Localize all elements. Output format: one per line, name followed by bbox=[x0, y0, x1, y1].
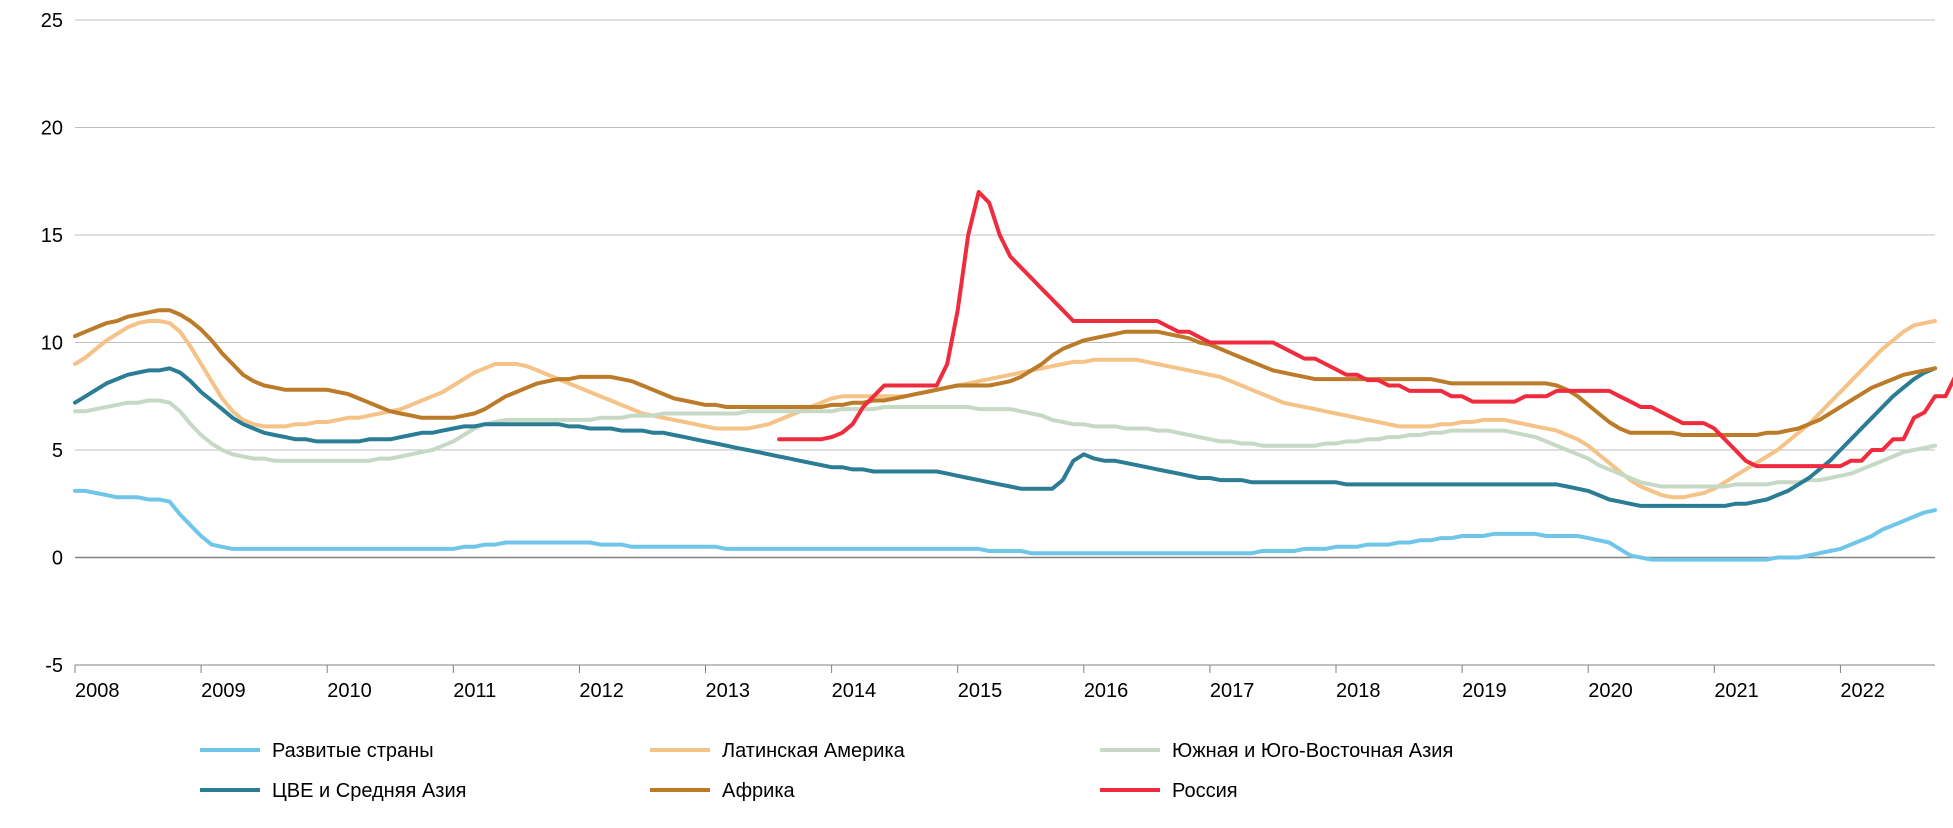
x-tick-label: 2014 bbox=[832, 680, 877, 702]
y-tick-label: 0 bbox=[52, 548, 63, 570]
x-tick-label: 2009 bbox=[201, 680, 246, 702]
y-tick-label: 10 bbox=[41, 333, 63, 355]
x-tick-label: 2015 bbox=[958, 680, 1003, 702]
legend-label: Россия bbox=[1172, 780, 1238, 802]
series-line bbox=[779, 128, 1953, 467]
x-tick-label: 2011 bbox=[453, 680, 496, 702]
series-line bbox=[75, 491, 1935, 560]
y-tick-label: 15 bbox=[41, 225, 63, 247]
x-tick-label: 2008 bbox=[75, 680, 120, 702]
x-tick-label: 2017 bbox=[1210, 680, 1255, 702]
chart-container: -5 0 5 10 15 20 25 2008 2009 2010 2011 2012 2013 2014… bbox=[0, 0, 1953, 828]
y-tick-label: 25 bbox=[41, 10, 63, 32]
legend-label: Южная и Юго-Восточная Азия bbox=[1172, 740, 1453, 762]
series-line bbox=[75, 401, 1935, 487]
x-tick-label: 2019 bbox=[1462, 680, 1507, 702]
y-tick-label: 5 bbox=[52, 440, 63, 462]
y-tick-label: -5 bbox=[45, 655, 63, 677]
y-tick-label: 20 bbox=[41, 118, 63, 140]
legend-label: Развитые страны bbox=[272, 740, 434, 762]
x-tick-label: 2012 bbox=[579, 680, 624, 702]
legend-label: Африка bbox=[722, 780, 796, 802]
x-tick-label: 2013 bbox=[706, 680, 751, 702]
x-tick-label: 2021 bbox=[1714, 680, 1759, 702]
x-tick-label: 2018 bbox=[1336, 680, 1381, 702]
x-tick-label: 2022 bbox=[1840, 680, 1885, 702]
legend-label: ЦВЕ и Средняя Азия bbox=[272, 780, 466, 802]
x-tick-label: 2020 bbox=[1588, 680, 1633, 702]
x-tick-label: 2016 bbox=[1084, 680, 1129, 702]
x-tick-label: 2010 bbox=[327, 680, 372, 702]
legend-label: Латинская Америка bbox=[722, 740, 906, 762]
line-chart: -5 0 5 10 15 20 25 2008 2009 2010 2011 2012 2013 2014… bbox=[0, 0, 1953, 828]
